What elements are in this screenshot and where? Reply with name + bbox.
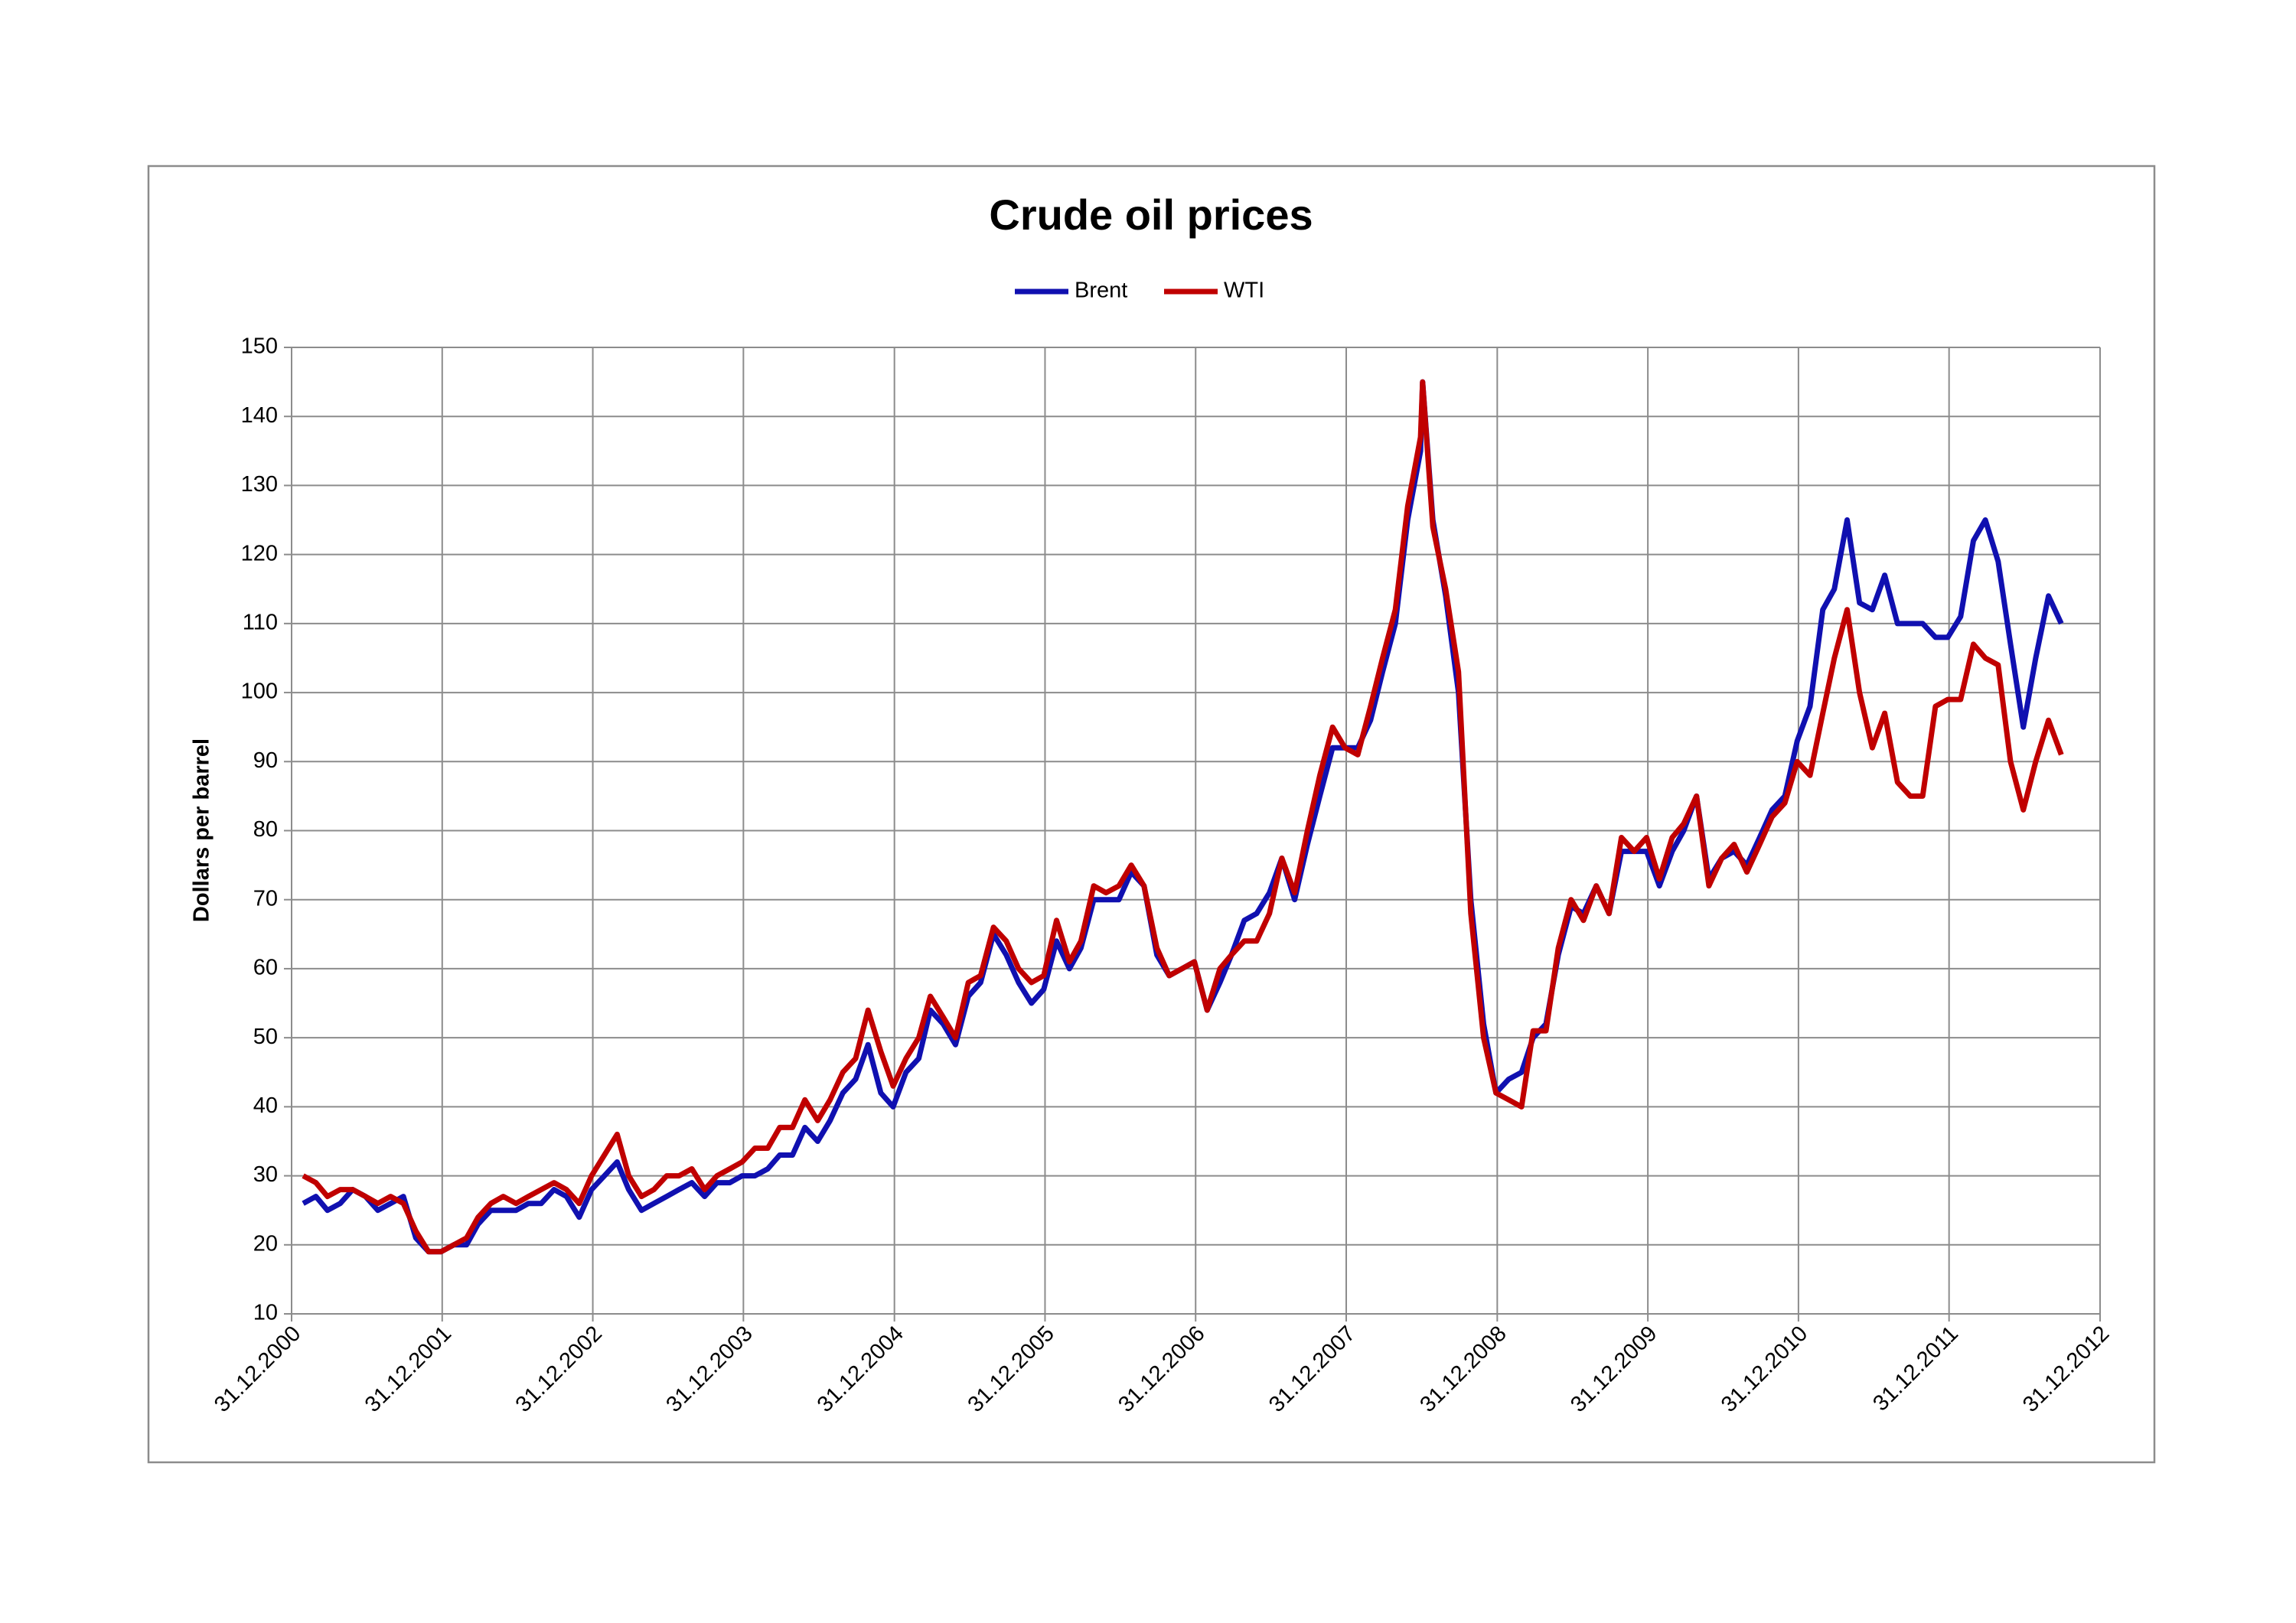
y-tick-label: 100 bbox=[241, 680, 278, 704]
y-tick-label: 20 bbox=[253, 1231, 278, 1256]
y-tick-label: 50 bbox=[253, 1025, 278, 1049]
y-tick-label: 150 bbox=[241, 334, 278, 359]
y-tick-label: 130 bbox=[241, 472, 278, 497]
y-tick-label: 80 bbox=[253, 817, 278, 842]
y-tick-label: 70 bbox=[253, 886, 278, 911]
y-tick-label: 60 bbox=[253, 956, 278, 980]
y-tick-label: 10 bbox=[253, 1301, 278, 1325]
chart-frame bbox=[147, 165, 2156, 1464]
series-line bbox=[302, 379, 2064, 1255]
chart-title: Crude oil prices bbox=[989, 191, 1313, 239]
y-axis-label: Dollars per barrel bbox=[190, 738, 214, 922]
y-tick-label: 120 bbox=[241, 541, 278, 565]
y-tick-label: 40 bbox=[253, 1093, 278, 1118]
y-tick-label: 110 bbox=[243, 611, 278, 635]
y-tick-label: 30 bbox=[253, 1162, 278, 1187]
legend-label: WTI bbox=[1224, 279, 1264, 303]
y-tick-label: 90 bbox=[253, 748, 278, 773]
legend-label: Brent bbox=[1075, 279, 1127, 303]
y-tick-label: 140 bbox=[241, 403, 278, 428]
